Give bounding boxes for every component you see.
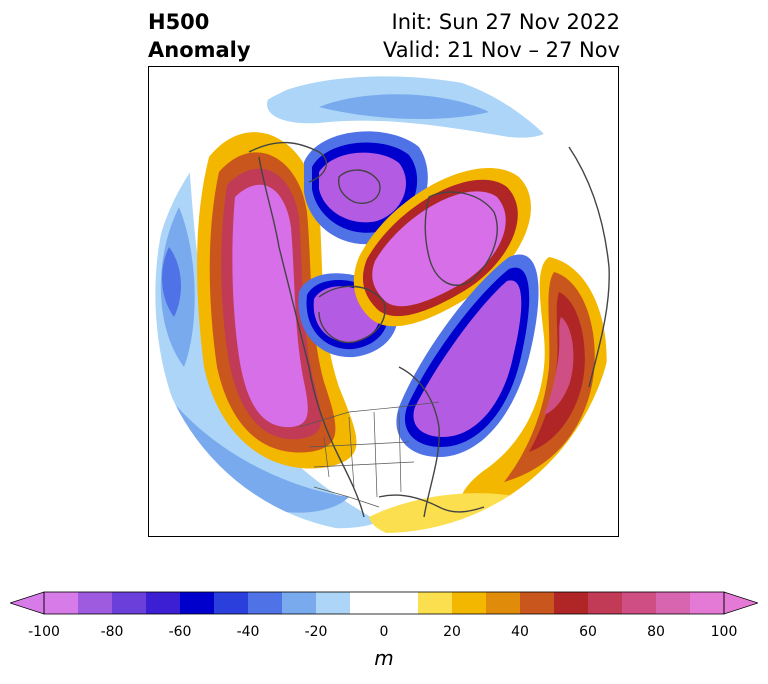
colorbar-unit: m [374,646,394,670]
colorbar-cell [78,592,113,614]
neg-anomaly-arctic-mid [319,94,489,119]
colorbar-cell [180,592,215,614]
neg-anomaly-pacific-outer [155,162,379,529]
colorbar-cell [690,592,725,614]
colorbar-cell [622,592,657,614]
colorbar-cell [656,592,691,614]
border-us-mexico [313,486,380,508]
colorbar-tick-label: 100 [710,624,738,640]
colorbar-cell [486,592,521,614]
colorbar-cell [554,592,589,614]
colorbar-cell [146,592,181,614]
coast-atlantic [398,366,440,518]
anomaly-field [155,76,607,533]
date-info: Init: Sun 27 Nov 2022 Valid: 21 Nov – 27… [383,8,620,64]
colorbar-cell [282,592,317,614]
title-line-2: Anomaly [148,38,251,62]
colorbar-cell [316,592,351,614]
colorbar-tick-label: 0 [379,624,389,640]
colorbar-tick-label: -20 [304,624,328,640]
colorbar-border [43,591,725,615]
colorbar-tick-label: -40 [236,624,260,640]
colorbar-cell [384,592,419,614]
init-label: Init: Sun 27 Nov 2022 [391,10,620,34]
neg-anomaly-east-core [413,280,522,437]
coast-gulf [378,494,485,513]
coast-arctic-islands [337,169,381,204]
colorbar-tick-label: 20 [443,624,461,640]
pos-anomaly-greenland-core [372,191,506,307]
colorbar-cell [112,592,147,614]
colorbar-cell [520,592,555,614]
valid-label: Valid: 21 Nov – 27 Nov [383,38,620,62]
coast-alaska [248,141,328,183]
borders [298,401,440,508]
map-title: H500 Anomaly [148,8,251,64]
colorbar-tick-label: -80 [100,624,124,640]
coast-greenland [424,191,498,286]
neg-anomaly-north-core [319,152,406,223]
colorbar-cell [44,592,79,614]
colorbar-cell [452,592,487,614]
coastlines [248,141,610,518]
colorbar-cell [588,592,623,614]
pos-anomaly-atlantic-max [544,317,574,415]
pos-anomaly-west-core [232,184,308,428]
map-canvas [155,76,610,533]
colorbar-tick-label: 80 [647,624,665,640]
colorbar-tick-label: -100 [28,624,60,640]
border-us-canada [298,401,440,428]
colorbar-cells [44,592,725,614]
colorbar-tick-labels: -100 -80 -60 -40 -20 0 20 40 60 80 100 [0,624,768,644]
colorbar-over-arrow [723,591,758,615]
anomaly-map [148,66,619,537]
colorbar-cell [248,592,283,614]
colorbar-under-arrow [10,591,45,615]
colorbar-tick-label: -60 [168,624,192,640]
colorbar-tick-label: 60 [579,624,597,640]
colorbar-cell [350,592,385,614]
coast-pacific [258,156,365,518]
colorbar-tick-label: 40 [511,624,529,640]
coast-hudson [318,285,386,343]
colorbar-cell [214,592,249,614]
coast-europe [568,146,610,388]
pos-anomaly-southeast [369,493,547,533]
colorbar-cell [418,592,453,614]
state-borders [308,411,415,498]
colorbar [10,591,758,615]
title-line-1: H500 [148,10,210,34]
neg-anomaly-pacific-core [162,247,181,317]
